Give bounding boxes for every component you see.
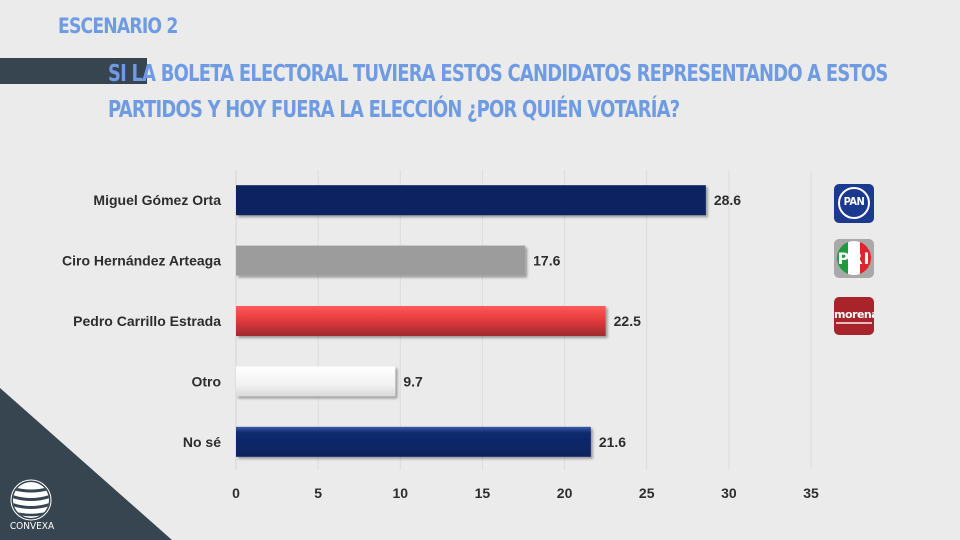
pan-logo-icon: PAN (834, 184, 874, 223)
value-label: 9.7 (403, 373, 423, 389)
value-label: 22.5 (614, 313, 641, 329)
title-accent-band (0, 58, 147, 84)
category-label: No sé (183, 434, 221, 450)
pan-text: PAN (843, 195, 865, 208)
value-label: 21.6 (599, 434, 626, 450)
morena-logo-icon: morena (834, 297, 874, 335)
pri-text: PRI (837, 249, 871, 268)
value-label: 28.6 (714, 192, 741, 208)
x-tick-label: 35 (803, 485, 819, 501)
question-line-2: PARTIDOS Y HOY FUERA LA ELECCIÓN ¿POR QU… (108, 97, 680, 123)
x-tick-label: 10 (392, 485, 408, 501)
scenario-title: ESCENARIO 2 (58, 14, 178, 38)
x-tick-label: 5 (314, 485, 322, 501)
x-tick-label: 0 (232, 485, 240, 501)
bar (236, 245, 526, 276)
x-tick-label: 15 (475, 485, 491, 501)
pan-ring (838, 187, 870, 219)
category-label: Ciro Hernández Arteaga (62, 253, 221, 269)
bar (236, 306, 606, 336)
category-label: Miguel Gómez Orta (93, 192, 221, 208)
x-tick-label: 30 (721, 485, 737, 501)
x-tick-label: 20 (557, 485, 573, 501)
pri-circle (837, 241, 871, 275)
brand-name: CONVEXA (9, 521, 55, 532)
morena-text: morena (834, 308, 874, 321)
bar (236, 185, 706, 216)
convexa-logo-icon (10, 479, 52, 521)
bar (236, 426, 591, 457)
labels: 0 5 10 15 20 25 30 35 Miguel Gómez Orta 28.6 Ciro … (62, 192, 819, 501)
question-title: SI LA BOLETA ELECTORAL TUVIERA ESTOS CAN… (108, 56, 888, 128)
bars (236, 185, 706, 457)
category-label: Pedro Carrillo Estrada (73, 313, 221, 329)
x-tick-label: 25 (639, 485, 655, 501)
bar (236, 366, 396, 397)
morena-tagline (836, 322, 872, 324)
question-line-1: SI LA BOLETA ELECTORAL TUVIERA ESTOS CAN… (108, 61, 888, 87)
value-label: 17.6 (533, 253, 560, 269)
pri-logo-icon: PRI (834, 239, 874, 278)
category-label: Otro (191, 373, 221, 389)
